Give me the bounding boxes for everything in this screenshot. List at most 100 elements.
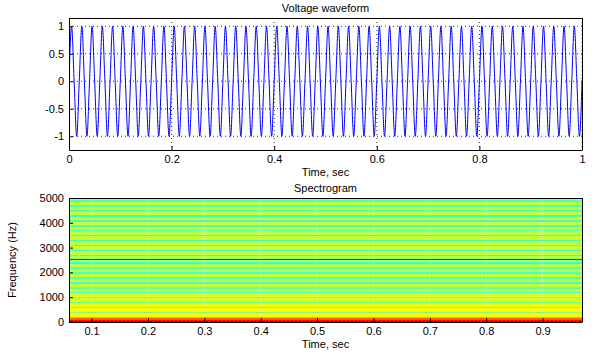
plot-area bbox=[69, 18, 582, 150]
cell bbox=[69, 238, 582, 239]
cell bbox=[69, 255, 582, 256]
cell bbox=[69, 282, 582, 283]
cell bbox=[69, 265, 582, 266]
frame-top bbox=[69, 18, 582, 19]
y-axis: -1-0.500.51 bbox=[45, 19, 73, 151]
grid-line-x bbox=[582, 18, 583, 150]
y-tick-label: 0 bbox=[58, 75, 64, 87]
x-tick-mark bbox=[172, 146, 173, 150]
cell bbox=[69, 320, 582, 321]
cell bbox=[69, 215, 582, 216]
cell bbox=[69, 244, 582, 245]
cell bbox=[69, 276, 582, 277]
x-tick-mark bbox=[148, 318, 149, 322]
x-tick-label: 0.6 bbox=[366, 325, 381, 337]
y-tick-mark bbox=[69, 322, 73, 323]
cell bbox=[69, 313, 582, 314]
cell bbox=[69, 213, 582, 214]
y-tick-label: -0.5 bbox=[45, 103, 64, 115]
x-tick-mark bbox=[317, 318, 318, 322]
cell bbox=[69, 289, 582, 290]
frame-top bbox=[69, 198, 582, 199]
x-tick-mark bbox=[543, 318, 544, 322]
y-tick-label: 1000 bbox=[40, 291, 64, 303]
cell bbox=[69, 285, 582, 286]
x-tick-label: 0.3 bbox=[197, 325, 212, 337]
cell bbox=[69, 207, 582, 208]
cell bbox=[69, 261, 582, 262]
x-tick: 0.4 bbox=[267, 146, 282, 165]
cell bbox=[69, 290, 582, 291]
grid-line-y bbox=[69, 198, 582, 199]
cell bbox=[69, 302, 582, 303]
x-tick: 0.8 bbox=[472, 146, 487, 165]
x-tick-label: 0.9 bbox=[535, 325, 550, 337]
y-tick-mark bbox=[69, 81, 73, 82]
y-tick-label: -1 bbox=[54, 130, 64, 142]
cell bbox=[69, 212, 582, 213]
cell bbox=[69, 258, 582, 259]
grid-line-x bbox=[486, 198, 487, 322]
x-tick-mark bbox=[373, 318, 374, 322]
frame-right bbox=[582, 198, 583, 322]
x-tick: 1 bbox=[579, 146, 585, 165]
y-tick-label: 1 bbox=[58, 20, 64, 32]
cell bbox=[69, 200, 582, 201]
x-tick-mark bbox=[479, 146, 480, 150]
x-tick-label: 0.2 bbox=[141, 325, 156, 337]
y-tick: 0 bbox=[58, 316, 73, 328]
x-tick: 0.2 bbox=[141, 318, 156, 337]
y-tick: -1 bbox=[54, 130, 73, 142]
cell bbox=[69, 218, 582, 219]
chart-svg: 00.20.40.60.81-1-0.500.51Voltage wavefor… bbox=[0, 0, 592, 356]
grid-line-y bbox=[69, 272, 582, 273]
cell bbox=[69, 267, 582, 268]
y-tick: 2000 bbox=[40, 266, 73, 278]
cell bbox=[69, 254, 582, 255]
y-tick-label: 0 bbox=[58, 316, 64, 328]
x-tick-mark bbox=[486, 318, 487, 322]
cell bbox=[69, 203, 582, 204]
x-tick-label: 0.5 bbox=[310, 325, 325, 337]
y-tick-label: 5000 bbox=[40, 192, 64, 204]
x-tick-mark bbox=[377, 146, 378, 150]
y-axis-title: Frequency (Hz) bbox=[6, 222, 18, 298]
cell bbox=[69, 310, 582, 311]
cell bbox=[69, 202, 582, 203]
grid-line-x bbox=[317, 198, 318, 322]
cell bbox=[69, 296, 582, 297]
y-tick-label: 3000 bbox=[40, 242, 64, 254]
y-tick-mark bbox=[69, 54, 73, 55]
cell bbox=[69, 248, 582, 249]
grid-line-x bbox=[147, 198, 148, 322]
cell bbox=[69, 235, 582, 236]
x-tick: 0.2 bbox=[164, 146, 179, 165]
cell bbox=[69, 272, 582, 273]
y-tick-mark bbox=[69, 26, 73, 27]
x-axis-title: Time, sec bbox=[302, 338, 350, 350]
cell bbox=[69, 223, 582, 224]
cell bbox=[69, 224, 582, 225]
x-tick: 0.8 bbox=[479, 318, 494, 337]
cell bbox=[69, 321, 582, 322]
cell bbox=[69, 298, 582, 299]
grid-line-x bbox=[429, 198, 430, 322]
cell bbox=[69, 250, 582, 251]
grid-line-x bbox=[373, 198, 374, 322]
cell bbox=[69, 260, 582, 261]
cell bbox=[69, 317, 582, 318]
cell bbox=[69, 219, 582, 220]
grid bbox=[69, 198, 582, 322]
x-tick: 0.6 bbox=[370, 146, 385, 165]
cell bbox=[69, 303, 582, 304]
x-tick: 0.5 bbox=[310, 318, 325, 337]
x-tick-label: 0.8 bbox=[479, 325, 494, 337]
grid-line-x bbox=[542, 198, 543, 322]
cell bbox=[69, 277, 582, 278]
cell bbox=[69, 208, 582, 209]
grid-line-y bbox=[69, 322, 582, 323]
x-tick: 0.3 bbox=[197, 318, 212, 337]
cell bbox=[69, 233, 582, 234]
y-tick: 5000 bbox=[40, 192, 73, 204]
cell bbox=[69, 279, 582, 280]
